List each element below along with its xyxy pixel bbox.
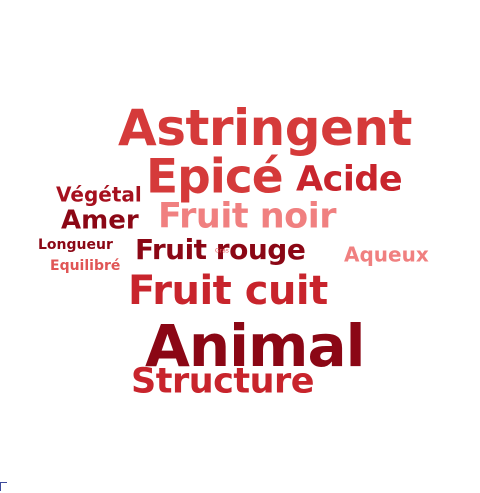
word-gras: Gras	[215, 247, 229, 255]
word-amer: Amer	[61, 205, 139, 236]
corner-mark	[0, 482, 7, 491]
word-vegetal: Végétal	[56, 182, 142, 207]
word-animal: Animal	[145, 311, 366, 380]
word-longueur: Longueur	[38, 237, 113, 254]
word-fruit-noir: Fruit noir	[158, 196, 336, 237]
word-equilibre: Equilibré	[50, 258, 121, 275]
word-fruit-cuit: Fruit cuit	[128, 267, 328, 314]
word-acide: Acide	[296, 159, 403, 200]
word-fruit-rouge: Fruit rouge	[135, 233, 306, 267]
word-astringent: Astringent	[118, 99, 412, 157]
word-epice: Epicé	[146, 149, 284, 205]
word-aqueux: Aqueux	[344, 242, 429, 267]
word-structure: Structure	[131, 361, 315, 402]
